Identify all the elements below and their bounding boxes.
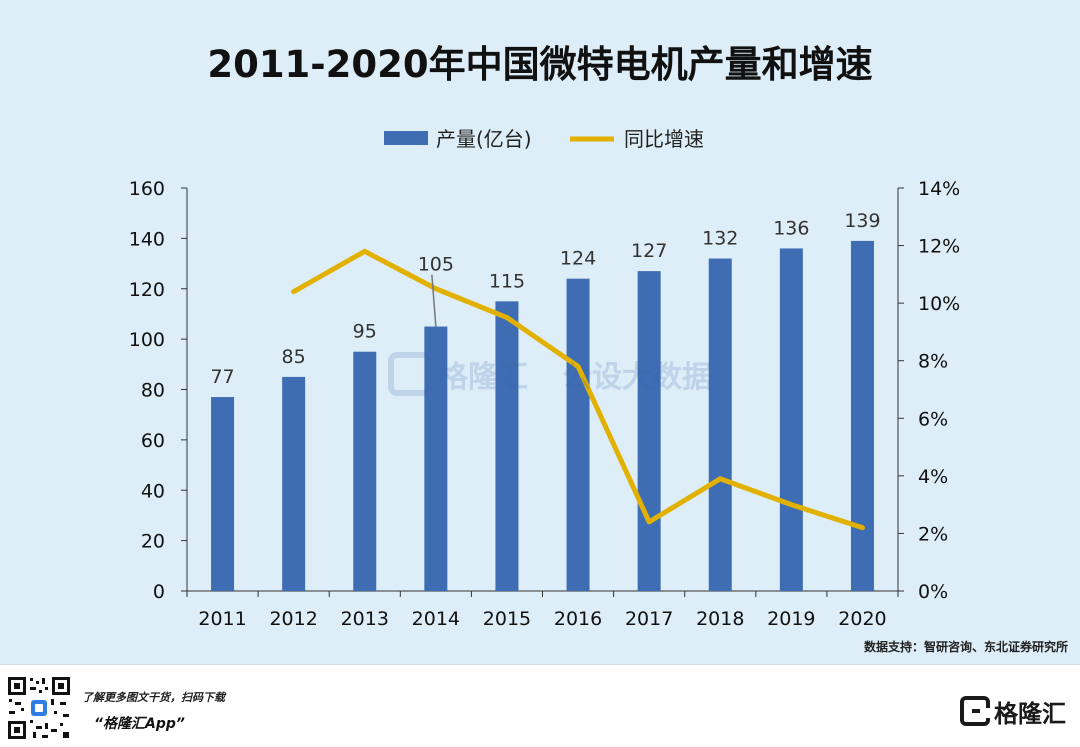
x-tick-label: 2019: [767, 608, 815, 630]
y-right-tick-label: 8%: [918, 351, 948, 373]
bar-data-label: 105: [418, 254, 454, 276]
bar: [708, 258, 732, 591]
y-left-tick-label: 40: [141, 480, 165, 502]
bar-data-label: 124: [560, 248, 596, 270]
bar-data-label: 132: [702, 228, 738, 250]
bar-data-label: 85: [282, 346, 306, 368]
bar: [211, 397, 235, 591]
x-tick-label: 2018: [696, 608, 744, 630]
x-tick-label: 2015: [483, 608, 531, 630]
x-tick-label: 2014: [412, 608, 460, 630]
chart-area: 产量(亿台) 同比增速 0 20 40 60 80 100 120 140 160 0% 2% 4% 6% 8…: [129, 127, 961, 630]
x-tick-label: 2016: [554, 608, 602, 630]
footer-banner: 了解更多图文干货，扫码下载 “格隆汇App” 格隆汇: [0, 664, 1080, 747]
bar: [779, 248, 803, 591]
x-tick-label: 2017: [625, 608, 673, 630]
brand-logo: 格隆汇: [960, 691, 1066, 731]
y-left-tick-label: 80: [141, 380, 165, 402]
y-right-tick-label: 0%: [918, 581, 948, 603]
bar: [282, 376, 306, 591]
y-left-tick-label: 160: [129, 178, 165, 200]
brand-logo-icon: [960, 696, 990, 726]
bar-data-label: 127: [631, 240, 667, 262]
bar-data-label: 77: [210, 366, 234, 388]
legend-bar-swatch: [384, 131, 428, 145]
y-right-tick-label: 10%: [918, 293, 960, 315]
chart-title: 2011-2020年中国微特电机产量和增速: [207, 43, 873, 86]
x-tick-label: 2011: [198, 608, 246, 630]
bar: [353, 351, 377, 591]
bar: [637, 271, 661, 591]
bar-data-label: 136: [773, 217, 809, 239]
bar: [495, 301, 519, 591]
y-left-tick-label: 0: [153, 581, 165, 603]
promo-text: 了解更多图文干货，扫码下载: [82, 691, 225, 704]
y-left-tick-label: 120: [129, 279, 165, 301]
y-left-tick-label: 60: [141, 430, 165, 452]
y-left-tick-label: 140: [129, 228, 165, 250]
bar-data-label: 95: [353, 321, 377, 343]
data-label-leader: [431, 274, 437, 327]
qr-code-icon[interactable]: [6, 675, 72, 741]
bar-data-label: 139: [844, 210, 880, 232]
x-tick-label: 2020: [838, 608, 886, 630]
bar-data-label: 115: [489, 270, 525, 292]
y-right-tick-label: 2%: [918, 523, 948, 545]
y-right-tick-label: 12%: [918, 236, 960, 258]
bar: [850, 240, 874, 592]
x-tick-label: 2012: [269, 608, 317, 630]
legend-line-label: 同比增速: [624, 127, 704, 151]
y-left-tick-label: 20: [141, 531, 165, 553]
bar: [566, 278, 590, 591]
brand-logo-text: 格隆汇: [994, 699, 1066, 728]
x-tick-label: 2013: [341, 608, 389, 630]
y-right-tick-label: 6%: [918, 408, 948, 430]
y-right-tick-label: 14%: [918, 178, 960, 200]
y-right-tick-label: 4%: [918, 466, 948, 488]
y-left-tick-label: 100: [129, 329, 165, 351]
data-source-note: 数据支持：智研咨询、东北证券研究所: [863, 640, 1068, 654]
legend-bar-label: 产量(亿台): [436, 127, 532, 151]
bar: [424, 326, 448, 591]
growth-line: [291, 248, 865, 531]
app-name: “格隆汇App”: [94, 716, 185, 732]
